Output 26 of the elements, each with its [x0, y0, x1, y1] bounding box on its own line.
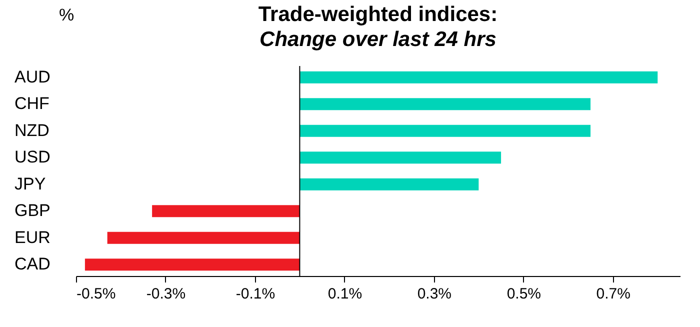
bar [300, 71, 658, 84]
chart-subtitle: Change over last 24 hrs [260, 28, 496, 51]
chart-title: Trade-weighted indices: [258, 3, 498, 26]
bar [107, 232, 300, 244]
x-tick-label: 0.1% [328, 286, 362, 302]
y-tick-label: USD [14, 148, 50, 167]
y-tick-label: CAD [14, 254, 50, 274]
y-tick-label: CHF [14, 94, 50, 114]
y-tick-label: NZD [14, 120, 50, 140]
y-tick-label: EUR [14, 228, 50, 247]
bar [84, 258, 300, 271]
x-tick-label: -0.3% [146, 286, 186, 302]
bar [152, 205, 300, 218]
x-tick-label: 0.3% [417, 286, 452, 302]
y-tick-label: AUD [14, 67, 50, 86]
y-axis-title: % [58, 6, 74, 24]
x-tick-label: 0.7% [596, 286, 630, 302]
bar [300, 152, 502, 164]
x-tick-label: -0.5% [76, 286, 116, 302]
x-tick-label: -0.1% [236, 286, 276, 302]
x-tick-label: 0.5% [506, 286, 542, 302]
bar [300, 124, 591, 137]
y-tick-label: GBP [14, 201, 50, 220]
bar [300, 98, 591, 110]
y-tick-label: JPY [14, 174, 46, 194]
bar [300, 178, 479, 190]
